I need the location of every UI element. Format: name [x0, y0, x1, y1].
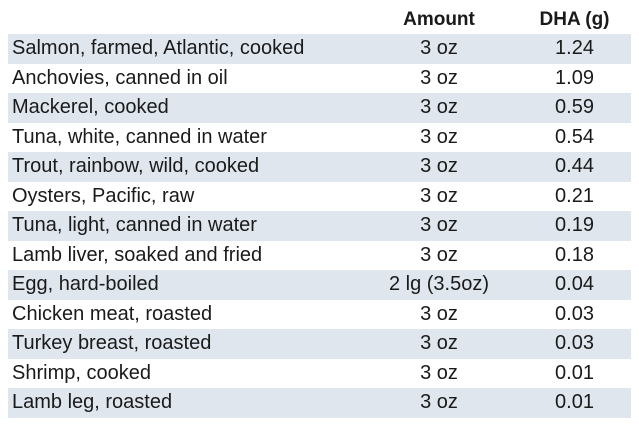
table-body: Salmon, farmed, Atlantic, cooked 3 oz 1.24… [8, 34, 631, 418]
cell-food: Turkey breast, roasted [8, 329, 360, 359]
header-row: Amount DHA (g) [8, 6, 631, 34]
table-row: Mackerel, cooked 3 oz 0.59 [8, 93, 631, 123]
cell-food: Mackerel, cooked [8, 93, 360, 123]
cell-dha: 0.44 [518, 152, 631, 182]
header-amount: Amount [403, 9, 475, 30]
table-row: Lamb liver, soaked and fried 3 oz 0.18 [8, 240, 631, 270]
table-row: Egg, hard-boiled 2 lg (3.5oz) 0.04 [8, 270, 631, 300]
table-row: Tuna, white, canned in water 3 oz 0.54 [8, 122, 631, 152]
table-row: Chicken meat, roasted 3 oz 0.03 [8, 299, 631, 329]
cell-dha: 0.54 [518, 122, 631, 152]
table-header: Amount DHA (g) [8, 6, 631, 34]
cell-dha: 1.24 [518, 34, 631, 64]
cell-amount: 2 lg (3.5oz) [360, 270, 518, 300]
table-row: Shrimp, cooked 3 oz 0.01 [8, 358, 631, 388]
cell-amount: 3 oz [360, 181, 518, 211]
cell-dha: 0.59 [518, 93, 631, 123]
cell-dha: 0.01 [518, 388, 631, 418]
cell-dha: 0.21 [518, 181, 631, 211]
cell-amount: 3 oz [360, 63, 518, 93]
cell-amount: 3 oz [360, 299, 518, 329]
cell-food: Shrimp, cooked [8, 358, 360, 388]
cell-amount: 3 oz [360, 122, 518, 152]
cell-food: Lamb leg, roasted [8, 388, 360, 418]
cell-food: Salmon, farmed, Atlantic, cooked [8, 34, 360, 64]
cell-food: Trout, rainbow, wild, cooked [8, 152, 360, 182]
table-row: Lamb leg, roasted 3 oz 0.01 [8, 388, 631, 418]
cell-amount: 3 oz [360, 211, 518, 241]
cell-dha: 1.09 [518, 63, 631, 93]
table-row: Tuna, light, canned in water 3 oz 0.19 [8, 211, 631, 241]
cell-amount: 3 oz [360, 93, 518, 123]
dha-table: Amount DHA (g) Salmon, farmed, Atlantic,… [8, 6, 631, 418]
cell-amount: 3 oz [360, 34, 518, 64]
cell-food: Tuna, light, canned in water [8, 211, 360, 241]
table-row: Oysters, Pacific, raw 3 oz 0.21 [8, 181, 631, 211]
header-food [8, 6, 360, 34]
cell-amount: 3 oz [360, 152, 518, 182]
cell-dha: 0.01 [518, 358, 631, 388]
cell-amount: 3 oz [360, 240, 518, 270]
cell-amount: 3 oz [360, 388, 518, 418]
cell-amount: 3 oz [360, 358, 518, 388]
cell-dha: 0.18 [518, 240, 631, 270]
cell-food: Egg, hard-boiled [8, 270, 360, 300]
cell-food: Lamb liver, soaked and fried [8, 240, 360, 270]
cell-dha: 0.19 [518, 211, 631, 241]
cell-food: Anchovies, canned in oil [8, 63, 360, 93]
table-row: Salmon, farmed, Atlantic, cooked 3 oz 1.24 [8, 34, 631, 64]
table-row: Turkey breast, roasted 3 oz 0.03 [8, 329, 631, 359]
table-row: Anchovies, canned in oil 3 oz 1.09 [8, 63, 631, 93]
cell-dha: 0.03 [518, 299, 631, 329]
cell-dha: 0.04 [518, 270, 631, 300]
cell-dha: 0.03 [518, 329, 631, 359]
table-row: Trout, rainbow, wild, cooked 3 oz 0.44 [8, 152, 631, 182]
cell-food: Oysters, Pacific, raw [8, 181, 360, 211]
header-dha: DHA (g) [539, 9, 610, 30]
cell-amount: 3 oz [360, 329, 518, 359]
cell-food: Chicken meat, roasted [8, 299, 360, 329]
cell-food: Tuna, white, canned in water [8, 122, 360, 152]
